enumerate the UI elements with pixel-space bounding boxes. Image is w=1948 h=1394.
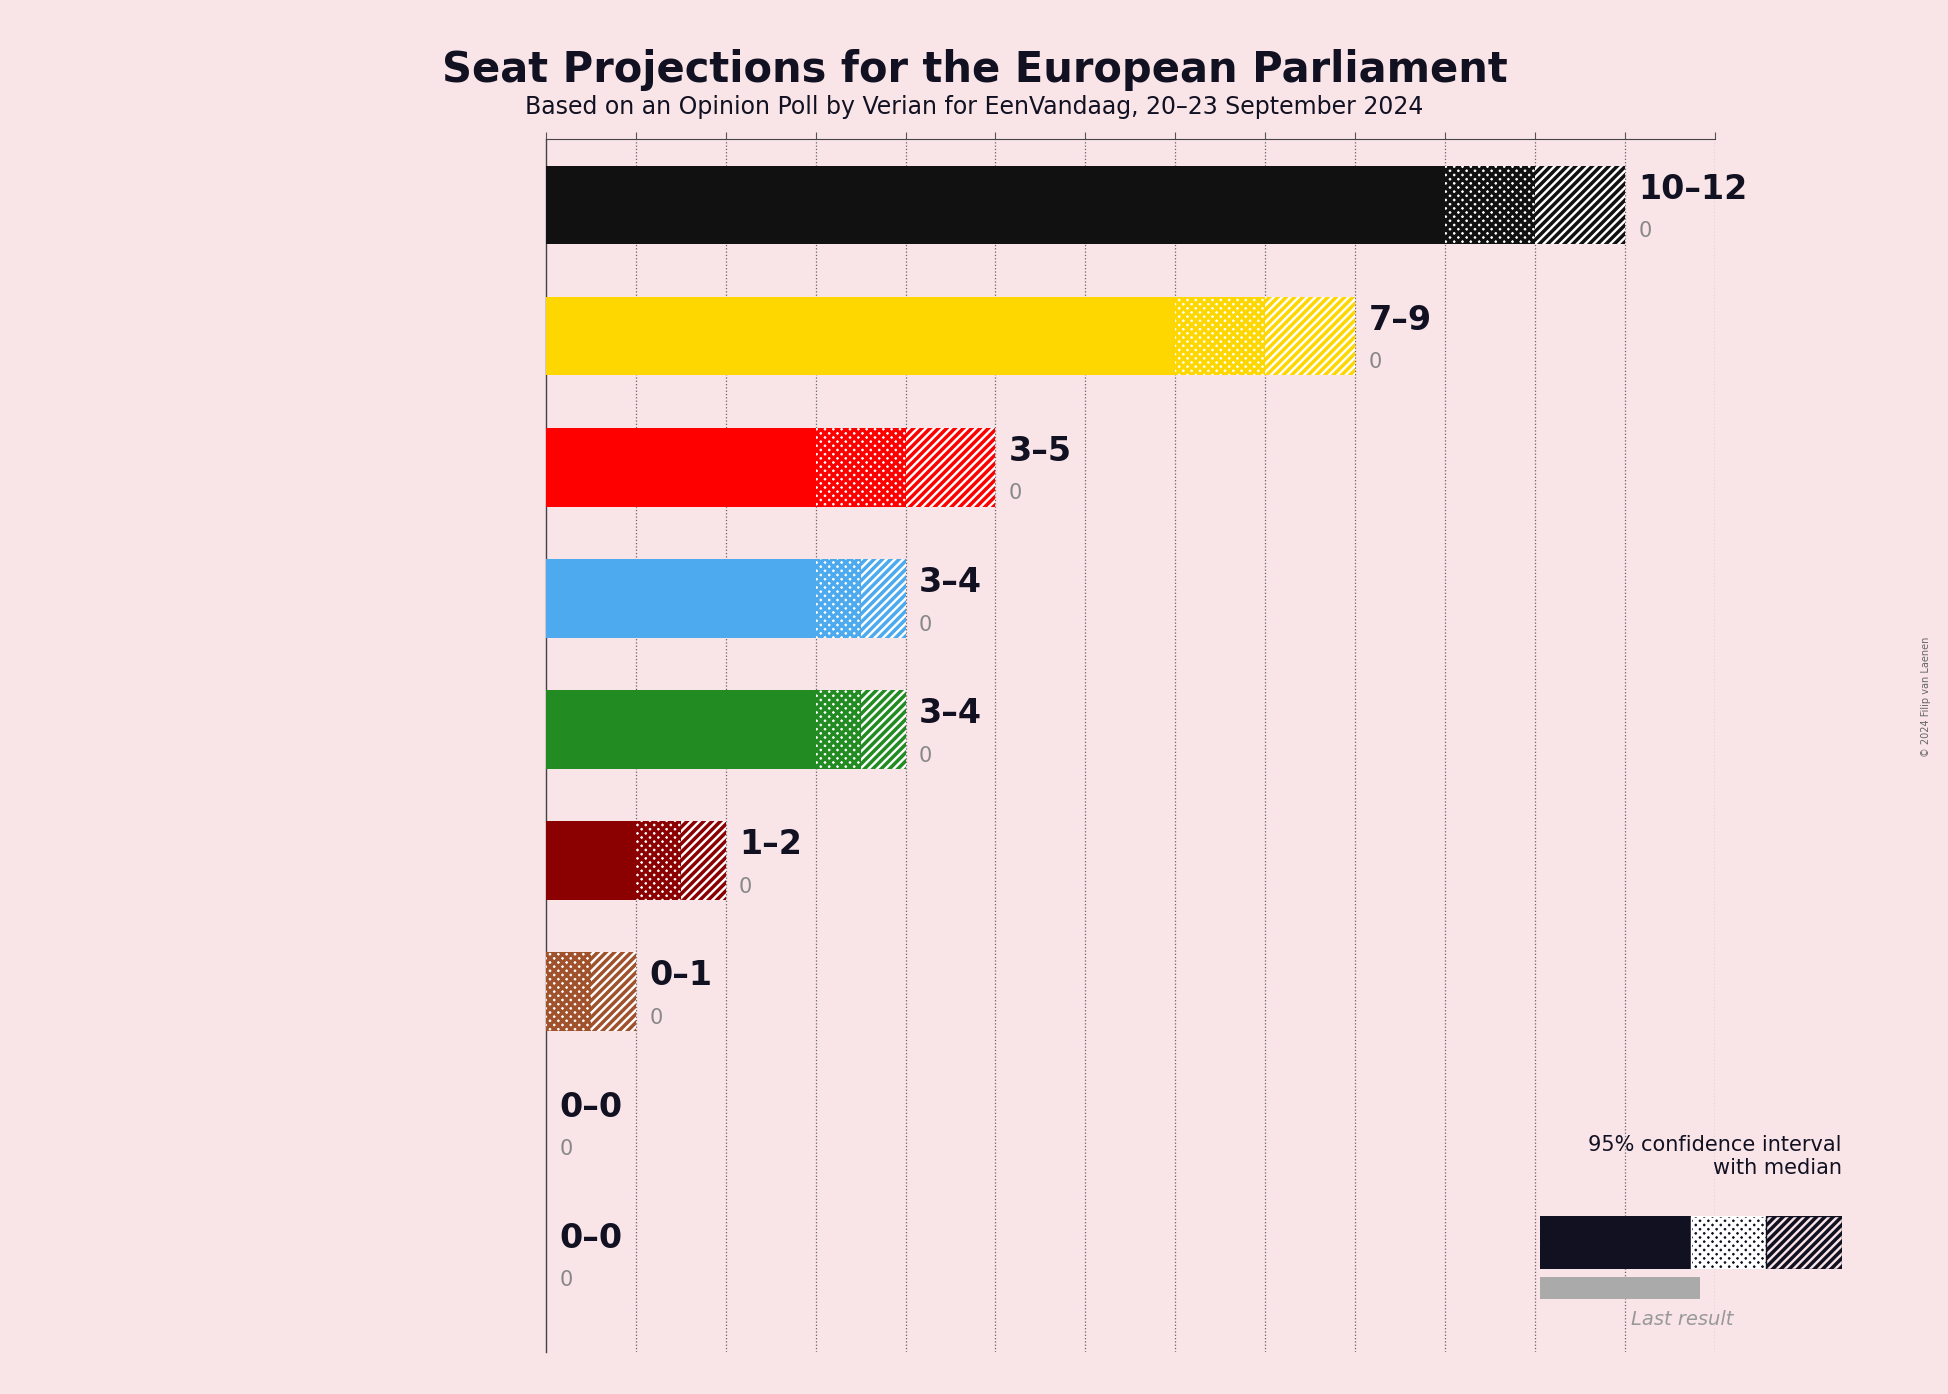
Text: 0: 0 <box>559 1139 573 1158</box>
Text: 3–4: 3–4 <box>919 697 982 730</box>
Bar <box>814 559 861 637</box>
Text: 0–0: 0–0 <box>559 1090 621 1124</box>
Bar <box>861 690 906 768</box>
Bar <box>906 428 995 506</box>
Text: Seat Projections for the European Parliament: Seat Projections for the European Parlia… <box>442 49 1506 91</box>
Bar <box>545 428 814 506</box>
Bar <box>1689 1216 1765 1269</box>
Text: 0: 0 <box>1367 353 1381 372</box>
Text: 0–1: 0–1 <box>649 959 711 993</box>
Text: © 2024 Filip van Laenen: © 2024 Filip van Laenen <box>1919 637 1930 757</box>
Text: 0: 0 <box>738 877 752 896</box>
Text: Based on an Opinion Poll by Verian for EenVandaag, 20–23 September 2024: Based on an Opinion Poll by Verian for E… <box>526 95 1422 118</box>
Text: 10–12: 10–12 <box>1638 173 1747 206</box>
Bar <box>545 166 1445 244</box>
Bar <box>680 821 725 901</box>
Text: 3–4: 3–4 <box>919 566 982 599</box>
Bar <box>590 952 635 1032</box>
Text: 3–5: 3–5 <box>1009 435 1071 468</box>
Bar <box>545 559 814 637</box>
Bar <box>814 428 906 506</box>
Text: 1–2: 1–2 <box>738 828 801 861</box>
Bar <box>1765 1216 1841 1269</box>
Text: 95% confidence interval
with median: 95% confidence interval with median <box>1588 1135 1841 1178</box>
Bar <box>814 690 861 768</box>
Text: 0: 0 <box>1638 222 1652 241</box>
Bar <box>1264 297 1354 375</box>
Text: 0–0: 0–0 <box>559 1221 621 1255</box>
Text: 0: 0 <box>1009 484 1021 503</box>
Bar <box>545 297 1175 375</box>
Text: 0: 0 <box>559 1270 573 1289</box>
Bar <box>545 690 814 768</box>
Text: 0: 0 <box>649 1008 662 1027</box>
Bar <box>1175 297 1264 375</box>
Text: 7–9: 7–9 <box>1367 304 1432 337</box>
Bar <box>545 821 635 901</box>
Bar <box>861 559 906 637</box>
Text: Last result: Last result <box>1630 1310 1732 1330</box>
Bar <box>1445 166 1535 244</box>
Bar <box>635 821 680 901</box>
Bar <box>545 952 590 1032</box>
Text: 0: 0 <box>919 615 931 634</box>
Bar <box>1539 1216 1689 1269</box>
Text: 0: 0 <box>919 746 931 765</box>
Bar <box>1535 166 1625 244</box>
